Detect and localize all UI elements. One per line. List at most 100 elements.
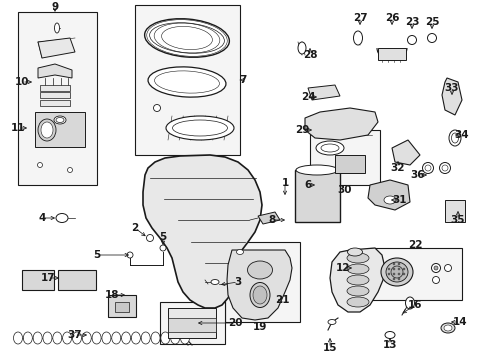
Polygon shape <box>391 140 419 165</box>
Ellipse shape <box>347 248 362 256</box>
Text: 20: 20 <box>227 318 242 328</box>
Ellipse shape <box>387 268 389 270</box>
Ellipse shape <box>440 323 454 333</box>
Ellipse shape <box>67 167 72 172</box>
Ellipse shape <box>405 297 414 309</box>
Ellipse shape <box>131 332 140 344</box>
Ellipse shape <box>38 162 42 167</box>
Polygon shape <box>38 64 72 78</box>
Ellipse shape <box>397 268 399 270</box>
Bar <box>334 155 364 173</box>
Ellipse shape <box>14 332 22 344</box>
Ellipse shape <box>180 332 189 344</box>
Ellipse shape <box>54 116 66 124</box>
Ellipse shape <box>38 119 56 141</box>
Ellipse shape <box>384 332 394 338</box>
Ellipse shape <box>392 273 394 275</box>
Text: 16: 16 <box>407 300 421 310</box>
Ellipse shape <box>431 276 439 284</box>
Text: 7: 7 <box>239 75 246 85</box>
Text: 32: 32 <box>390 163 405 173</box>
Text: 23: 23 <box>404 17 418 27</box>
Bar <box>369 248 461 300</box>
Ellipse shape <box>402 273 404 275</box>
Ellipse shape <box>247 261 272 279</box>
Ellipse shape <box>252 286 266 304</box>
Text: 15: 15 <box>322 343 337 353</box>
Text: 5: 5 <box>93 250 101 260</box>
Ellipse shape <box>82 332 91 344</box>
Bar <box>135 5 240 155</box>
Bar <box>224 242 299 322</box>
Ellipse shape <box>397 263 399 265</box>
Polygon shape <box>377 48 405 60</box>
Ellipse shape <box>392 268 394 270</box>
Ellipse shape <box>433 266 437 270</box>
Text: 37: 37 <box>67 330 82 340</box>
Polygon shape <box>307 85 339 100</box>
Text: 31: 31 <box>392 195 407 205</box>
Ellipse shape <box>295 165 337 175</box>
Ellipse shape <box>172 120 227 136</box>
Ellipse shape <box>151 332 160 344</box>
Polygon shape <box>142 155 262 308</box>
Text: 33: 33 <box>444 83 458 93</box>
Ellipse shape <box>54 23 60 33</box>
Bar <box>309 130 379 185</box>
Text: 12: 12 <box>335 263 349 273</box>
Ellipse shape <box>144 19 229 57</box>
Ellipse shape <box>92 332 101 344</box>
Bar <box>160 302 224 344</box>
Ellipse shape <box>402 268 404 270</box>
Text: 4: 4 <box>38 213 45 223</box>
Ellipse shape <box>146 234 153 242</box>
Bar <box>40 100 70 106</box>
Text: 21: 21 <box>274 295 289 305</box>
Ellipse shape <box>33 332 42 344</box>
Ellipse shape <box>297 42 305 54</box>
Bar <box>444 200 464 222</box>
Text: 1: 1 <box>281 178 288 188</box>
Text: 10: 10 <box>15 77 29 87</box>
Text: 19: 19 <box>252 322 266 332</box>
Bar <box>294 170 339 222</box>
Bar <box>168 308 216 338</box>
Ellipse shape <box>153 104 160 112</box>
Bar <box>18 12 97 185</box>
Bar <box>234 280 245 285</box>
Bar <box>40 92 70 98</box>
Ellipse shape <box>392 278 394 280</box>
Ellipse shape <box>346 297 368 307</box>
Text: 5: 5 <box>159 232 166 242</box>
Text: 17: 17 <box>41 273 55 283</box>
Text: 30: 30 <box>337 185 351 195</box>
Ellipse shape <box>320 144 338 152</box>
Polygon shape <box>226 250 291 320</box>
Bar <box>115 302 129 312</box>
Ellipse shape <box>148 67 225 97</box>
Ellipse shape <box>127 252 133 258</box>
Polygon shape <box>441 78 461 115</box>
Ellipse shape <box>450 133 458 143</box>
Ellipse shape <box>439 162 449 174</box>
Ellipse shape <box>385 262 407 282</box>
Ellipse shape <box>427 33 436 42</box>
Text: 25: 25 <box>424 17 438 27</box>
Text: 13: 13 <box>382 340 396 350</box>
Ellipse shape <box>160 245 165 251</box>
Text: 18: 18 <box>104 290 119 300</box>
Ellipse shape <box>390 266 402 278</box>
Ellipse shape <box>141 332 150 344</box>
Ellipse shape <box>122 332 130 344</box>
Text: 29: 29 <box>294 125 308 135</box>
Ellipse shape <box>53 332 61 344</box>
Ellipse shape <box>62 332 71 344</box>
Text: 34: 34 <box>454 130 468 140</box>
Ellipse shape <box>441 165 447 171</box>
Ellipse shape <box>407 36 416 45</box>
Ellipse shape <box>327 320 335 324</box>
Ellipse shape <box>72 332 81 344</box>
Text: 9: 9 <box>51 2 59 12</box>
Ellipse shape <box>161 332 169 344</box>
Ellipse shape <box>346 264 368 274</box>
